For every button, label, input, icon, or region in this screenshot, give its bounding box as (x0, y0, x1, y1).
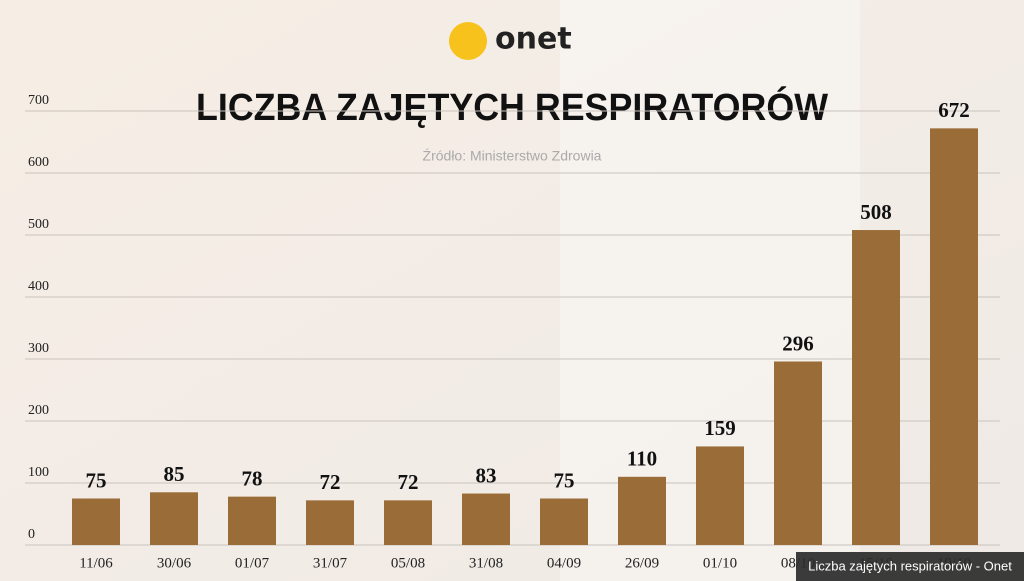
value-label: 110 (627, 447, 657, 471)
x-tick-label: 26/09 (625, 555, 659, 571)
y-tick-label: 400 (28, 279, 49, 294)
value-label: 78 (242, 466, 263, 490)
x-tick-label: 31/07 (313, 555, 348, 571)
value-label: 75 (554, 468, 575, 492)
x-tick-label: 31/08 (469, 555, 503, 571)
logo: onet (495, 22, 572, 57)
plot: 0 100 200 300 400 500 600 700 75 11/06 85 30/06 78 01… (25, 93, 1000, 571)
bar (462, 493, 510, 545)
y-tick-label: 500 (28, 217, 49, 232)
bar (852, 230, 900, 546)
bar (228, 496, 276, 545)
y-tick-label: 700 (28, 93, 49, 108)
bar (618, 476, 666, 545)
y-tick-label: 300 (28, 341, 49, 356)
x-tick-label: 05/08 (391, 555, 425, 571)
bar (774, 361, 822, 545)
y-tick-label: 100 (28, 465, 49, 480)
x-tick-label: 01/07 (235, 555, 270, 571)
bar (72, 498, 120, 545)
value-label: 296 (782, 331, 814, 355)
value-label: 672 (938, 98, 970, 122)
y-tick-label: 600 (28, 155, 49, 170)
caption-box (796, 552, 1024, 581)
x-tick-label: 11/06 (79, 555, 113, 571)
y-tick-label: 200 (28, 403, 49, 418)
bar (150, 492, 198, 545)
chart-subtitle: Źródło: Ministerstwo Zdrowia (423, 148, 602, 164)
bar (696, 446, 744, 545)
value-label: 75 (86, 468, 107, 492)
bar (306, 500, 354, 545)
bar (384, 500, 432, 545)
x-tick-label: 30/06 (157, 555, 192, 571)
value-label: 72 (320, 470, 341, 494)
chart-title: LICZBA ZAJĘTYCH RESPIRATORÓW (196, 85, 828, 129)
bar (540, 498, 588, 545)
bar (930, 128, 978, 546)
value-label: 508 (860, 200, 892, 224)
value-label: 72 (398, 470, 419, 494)
value-label: 159 (704, 416, 736, 440)
value-label: 83 (476, 463, 497, 487)
value-label: 85 (164, 462, 185, 486)
logo-dot (449, 22, 487, 60)
x-tick-label: 01/10 (703, 555, 737, 571)
x-tick-label: 04/09 (547, 555, 581, 571)
caption: Liczba zajętych respiratorów - Onet (808, 558, 1012, 573)
y-tick-label: 0 (28, 527, 35, 542)
